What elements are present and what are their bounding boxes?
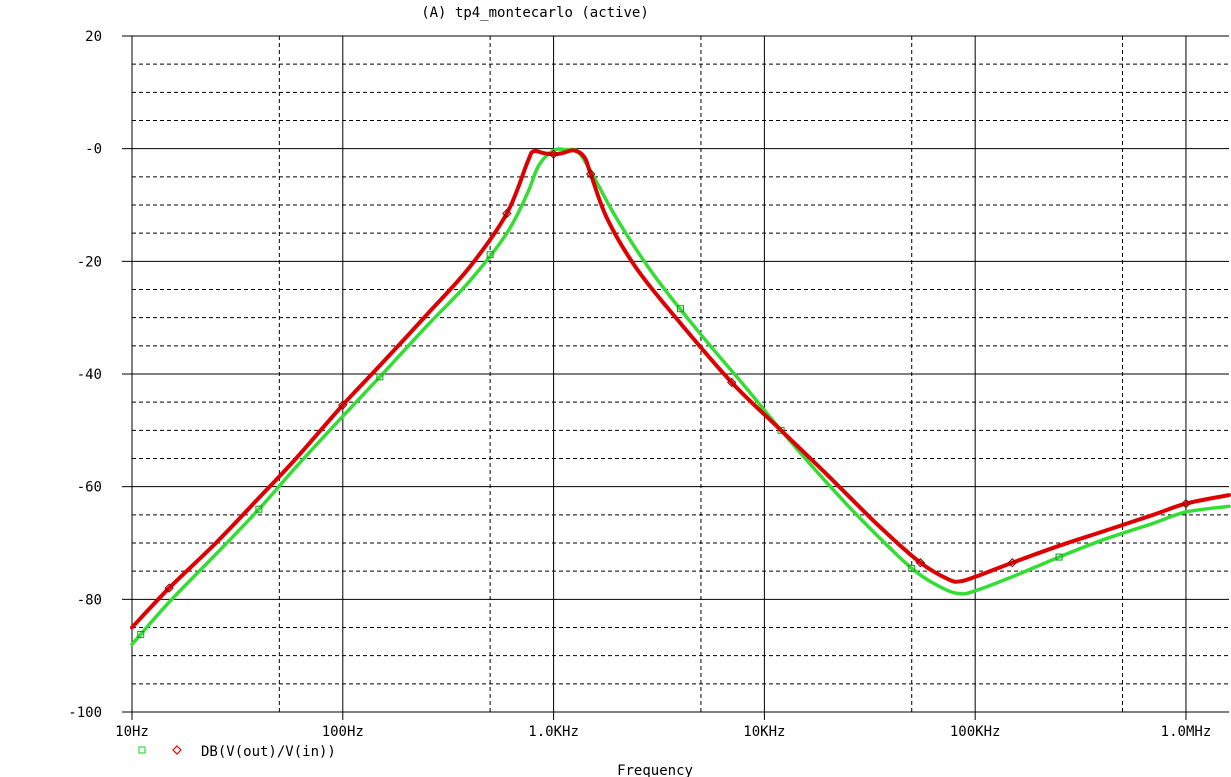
series-marker-red [164,583,174,593]
x-tick-label: 1.0KHz [528,724,579,740]
series-line-red [130,148,1231,630]
series-layer [130,147,1231,647]
y-tick-label: -100 [68,705,102,721]
series-marker-red [1181,498,1191,509]
series-marker-red [338,400,348,410]
series-marker-red [1007,558,1018,568]
plot-title: (A) tp4_montecarlo (active) [421,5,649,21]
legend-green-square-marker [138,746,146,754]
x-tick-label: 10Hz [115,724,149,740]
series-marker-green [1055,553,1063,561]
series-marker-green [777,426,785,434]
series-marker-red [548,149,559,160]
legend-label: DB(V(out)/V(in)) [201,744,336,760]
series-marker-green [255,505,263,513]
series-marker-green [486,251,494,259]
x-tick-label: 1.0MHz [1161,724,1212,740]
x-tick-label: 100Hz [322,724,364,740]
y-tick-label: -20 [77,254,102,270]
axis-ticks: 20 -0 -20 -40 -60 -80 -100 10Hz 100Hz 1.0KHz 10KHz… [68,29,1211,740]
x-axis-label: Frequency [617,763,693,777]
series-marker-red [915,558,926,568]
y-tick-label: -40 [77,367,102,383]
y-tick-label: -80 [77,592,102,608]
legend: DB(V(out)/V(in)) [138,744,336,760]
series-marker-red [727,377,737,388]
grid [131,35,1229,713]
series-marker-green [376,373,384,381]
series-marker-green [677,305,684,313]
x-tick-label: 10KHz [743,724,785,740]
series-marker-red [586,169,596,179]
y-tick-label: 20 [85,29,102,45]
series-marker-green [908,564,916,572]
series-line-green [130,147,1231,647]
series-marker-green [137,630,145,638]
legend-red-diamond-marker [172,745,182,755]
y-tick-label: -0 [85,142,102,158]
series-marker-red [502,208,512,219]
x-tick-label: 100KHz [950,724,1001,740]
y-tick-label: -60 [77,480,102,496]
